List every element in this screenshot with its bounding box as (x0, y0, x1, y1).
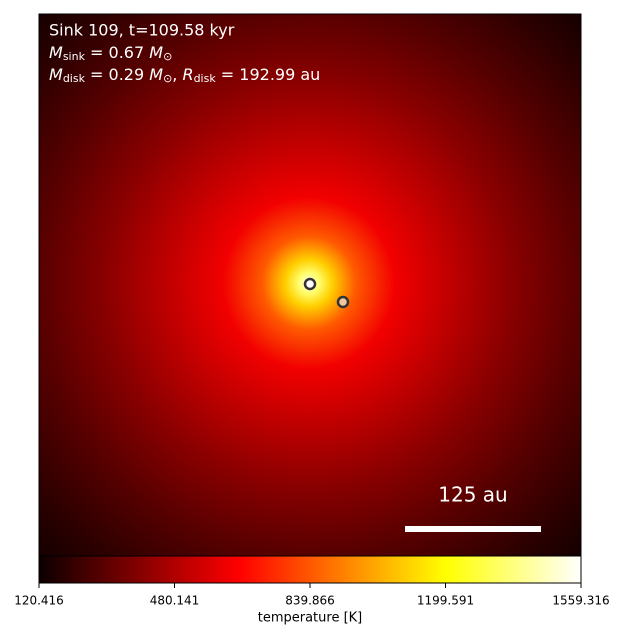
scale-bar (405, 526, 541, 532)
colorbar-tick-label: 839.866 (285, 594, 335, 608)
colorbar-label: temperature [K] (258, 611, 363, 626)
header: Sink 109, t=109.58 kyr (49, 21, 235, 40)
colorbar-tick-label: 480.141 (150, 594, 200, 608)
sink-marker (336, 295, 350, 309)
colorbar-tick-label: 1199.591 (417, 594, 474, 608)
sink-marker (303, 277, 317, 291)
sink-mass: Msink = 0.67 M⊙ (49, 43, 172, 64)
colorbar-tick-label: 120.416 (14, 594, 64, 608)
disk-info: Mdisk = 0.29 M⊙, Rdisk = 192.99 au (49, 65, 320, 86)
scale-bar-label: 125 au (438, 483, 507, 507)
colorbar (38, 555, 582, 584)
colorbar-tick-label: 1559.316 (552, 594, 609, 608)
